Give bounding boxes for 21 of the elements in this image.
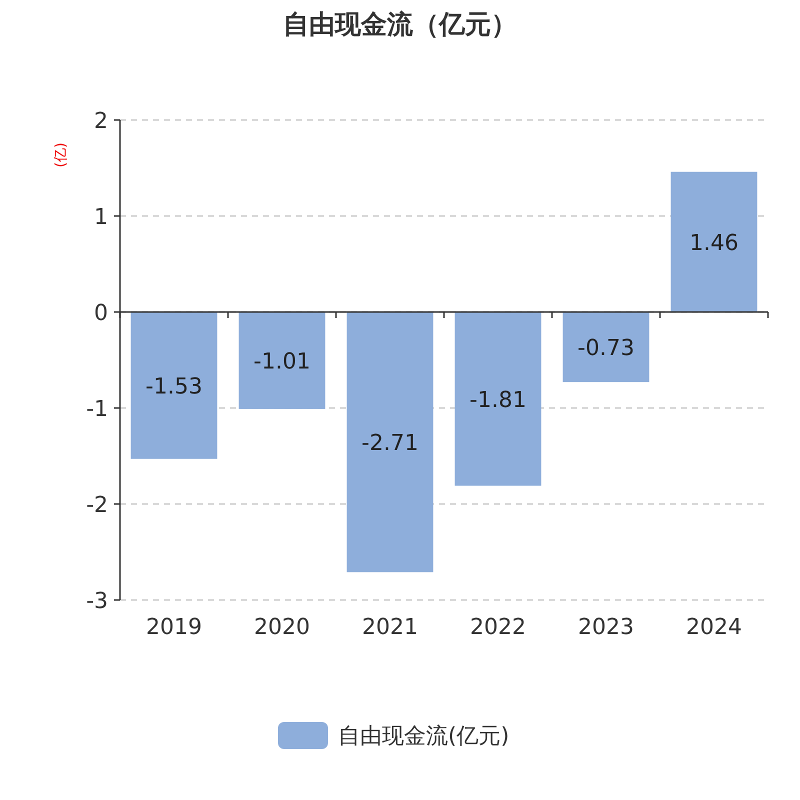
y-tick-label: -1 <box>86 397 108 422</box>
data-label: -1.81 <box>470 388 526 413</box>
data-label: -0.73 <box>578 336 634 362</box>
x-tick-label: 2022 <box>470 615 526 640</box>
y-tick-label: -2 <box>86 493 108 518</box>
y-tick-label: 0 <box>94 301 108 326</box>
x-tick-label: 2021 <box>362 615 418 640</box>
x-tick-label: 2023 <box>578 615 634 640</box>
data-label: 1.46 <box>690 230 738 256</box>
x-tick-label: 2020 <box>254 615 310 640</box>
y-tick-label: 2 <box>94 109 108 134</box>
legend-label: 自由现金流(亿元) <box>338 724 510 749</box>
y-axis-title: (亿) <box>53 142 69 168</box>
y-tick-label: 1 <box>94 205 108 230</box>
data-label: -1.53 <box>146 374 202 400</box>
data-label: -2.71 <box>362 431 418 456</box>
chart-title: 自由现金流（亿元） <box>283 10 517 40</box>
data-label: -1.01 <box>254 349 310 374</box>
x-tick-label: 2019 <box>146 615 202 640</box>
x-tick-label: 2024 <box>686 615 742 640</box>
y-tick-label: -3 <box>86 589 108 614</box>
